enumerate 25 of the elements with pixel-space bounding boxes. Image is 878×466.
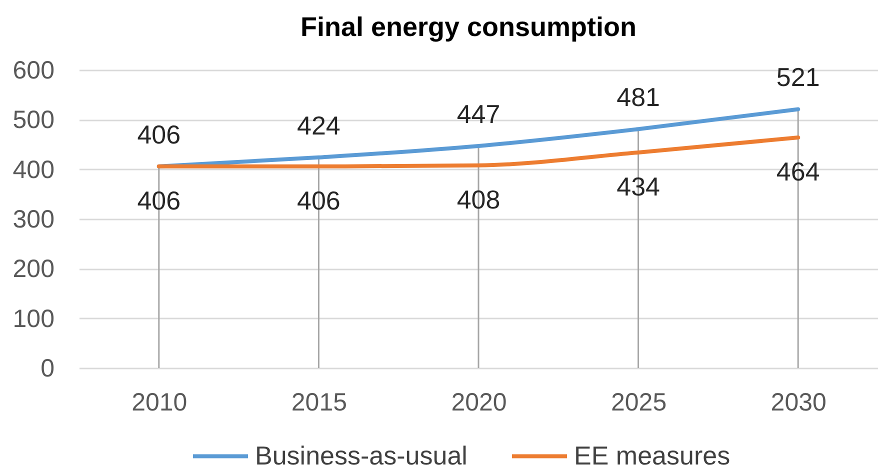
data-label: 464 [776, 156, 820, 187]
y-tick-label: 0 [40, 354, 54, 382]
y-tick-label: 100 [12, 304, 54, 333]
y-tick-label: 600 [12, 56, 54, 84]
data-label: 408 [456, 184, 500, 214]
legend-label: EE measures [574, 440, 730, 466]
x-tick-label: 2020 [451, 388, 507, 416]
y-tick-label: 300 [12, 206, 54, 234]
data-label: 424 [297, 110, 340, 140]
y-tick-label: 500 [12, 106, 54, 134]
legend-label: Business-as-usual [255, 440, 468, 466]
y-tick-label: 400 [12, 156, 54, 184]
data-label: 447 [456, 98, 500, 129]
chart-title: Final energy consumption [300, 12, 637, 42]
x-tick-label: 2010 [132, 388, 188, 416]
data-label: 406 [137, 185, 181, 216]
data-label: 406 [297, 185, 340, 216]
data-label: 406 [137, 119, 181, 150]
data-label: 481 [616, 82, 660, 112]
x-tick-label: 2030 [770, 388, 826, 416]
x-tick-label: 2025 [610, 388, 667, 416]
data-label: 521 [776, 62, 820, 92]
y-tick-label: 200 [12, 255, 54, 284]
data-label: 434 [616, 171, 660, 202]
x-tick-label: 2015 [291, 388, 348, 416]
